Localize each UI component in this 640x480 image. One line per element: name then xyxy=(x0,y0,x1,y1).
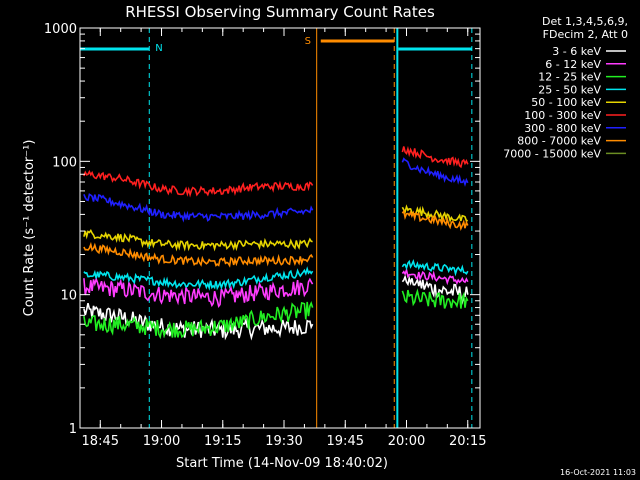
series-line-7-seg-0 xyxy=(83,241,314,268)
legend: Det 1,3,4,5,6,9, FDecim 2, Att 0 3 - 6 k… xyxy=(503,15,628,160)
legend-entry-label-3: 25 - 50 keV xyxy=(538,83,601,96)
series-line-1-seg-1 xyxy=(401,267,469,286)
legend-entry-label-7: 800 - 7000 keV xyxy=(517,135,601,148)
x-tick-label-1: 19:00 xyxy=(143,434,180,449)
saa-marker-label: S xyxy=(305,36,311,47)
series-line-1-seg-0 xyxy=(83,276,314,308)
series-layer xyxy=(83,145,469,341)
legend-entry-label-1: 6 - 12 keV xyxy=(545,58,601,71)
x-tick-label-4: 19:45 xyxy=(327,434,364,449)
x-axis-label: Start Time (14-Nov-09 18:40:02) xyxy=(176,456,388,471)
x-tick-label-0: 18:45 xyxy=(82,434,119,449)
x-tick-label-5: 20:00 xyxy=(388,434,425,449)
series-line-0-seg-1 xyxy=(401,274,469,305)
plot-frame xyxy=(79,27,481,429)
legend-entry-label-6: 300 - 800 keV xyxy=(524,122,601,135)
y-axis-label: Count Rate (s⁻¹ detector⁻¹) xyxy=(22,140,37,317)
legend-entry-label-4: 50 - 100 keV xyxy=(531,96,601,109)
series-line-3-seg-0 xyxy=(83,266,314,291)
series-line-0-seg-0 xyxy=(83,303,314,341)
legend-entry-label-0: 3 - 6 keV xyxy=(552,45,601,58)
legend-entry-label-8: 7000 - 15000 keV xyxy=(503,147,601,160)
y-tick-label-2: 100 xyxy=(52,155,77,170)
legend-header-line-1: Det 1,3,4,5,6,9, xyxy=(542,15,628,28)
series-line-7-seg-1 xyxy=(401,209,469,231)
x-tick-label-2: 19:15 xyxy=(204,434,241,449)
x-axis: 18:45 19:00 19:15 19:30 19:45 20:00 20:15 xyxy=(82,28,486,449)
series-line-4-seg-0 xyxy=(83,228,313,252)
y-tick-label-3: 1000 xyxy=(44,22,77,37)
series-line-2-seg-1 xyxy=(401,288,469,309)
legend-header-line-2: FDecim 2, Att 0 xyxy=(543,28,628,41)
night-marker-label: N xyxy=(155,43,162,54)
y-tick-label-0: 1 xyxy=(69,422,77,437)
series-line-5-seg-0 xyxy=(83,169,314,198)
legend-entry-label-5: 100 - 300 keV xyxy=(524,109,601,122)
y-axis: 1 10 100 1000 xyxy=(44,22,480,437)
series-line-6-seg-0 xyxy=(83,193,314,223)
series-line-3-seg-1 xyxy=(401,258,469,277)
series-line-2-seg-0 xyxy=(83,300,314,340)
legend-entry-label-2: 12 - 25 keV xyxy=(538,71,601,84)
y-tick-label-1: 10 xyxy=(60,289,77,304)
series-line-6-seg-1 xyxy=(401,157,469,187)
x-tick-label-3: 19:30 xyxy=(265,434,302,449)
markers-layer: NS xyxy=(79,28,473,428)
x-tick-label-6: 20:15 xyxy=(449,434,486,449)
chart-title: RHESSI Observing Summary Count Rates xyxy=(125,3,435,21)
generated-timestamp: 16-Oct-2021 11:03 xyxy=(560,468,636,477)
series-line-5-seg-1 xyxy=(401,145,469,169)
